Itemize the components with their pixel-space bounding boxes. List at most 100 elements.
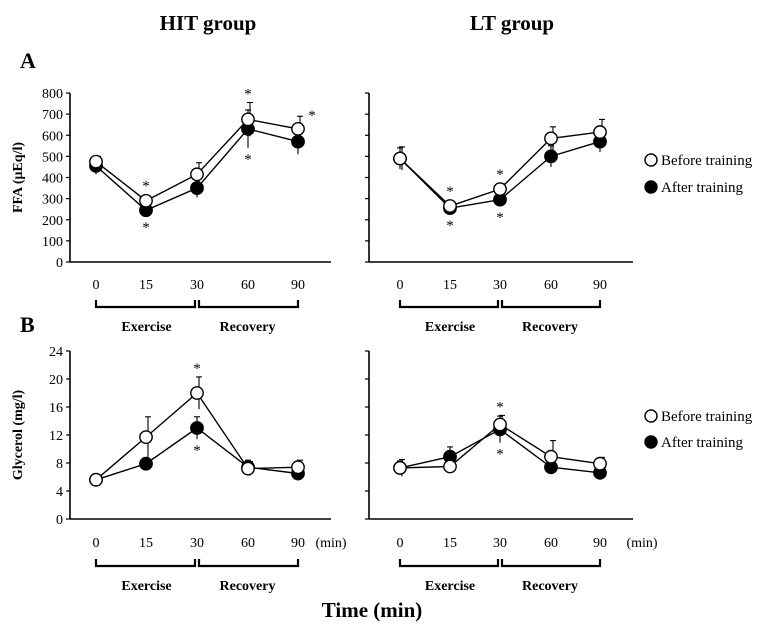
x-tick-label: 15 xyxy=(443,536,457,551)
before-data-point xyxy=(190,167,204,182)
y-tick-label: 12 xyxy=(49,429,63,444)
before-data-point xyxy=(544,449,558,464)
after-data-point xyxy=(291,134,305,149)
x-axis-title: Time (min) xyxy=(322,598,423,622)
x-tick-label: 30 xyxy=(190,278,204,293)
y-tick-label: 20 xyxy=(49,373,63,388)
x-tick-label: 60 xyxy=(241,278,255,293)
y-tick-label: 16 xyxy=(49,401,63,416)
significance-star: * xyxy=(308,108,316,124)
x-tick-label: 30 xyxy=(190,536,204,551)
x-unit-label: (min) xyxy=(315,536,346,551)
before-data-point xyxy=(190,386,204,400)
glycerol-hit-panel: 0 4 8 12 16 20 24 Glycerol (mg/l) 0 15 30 60 90 (min)… xyxy=(11,345,347,594)
legend-filled-circle-icon xyxy=(644,435,658,449)
x-tick-label: 60 xyxy=(241,536,255,551)
legend-after-label: After training xyxy=(661,180,744,196)
x-tick-label: 90 xyxy=(291,278,305,293)
legend-filled-circle-icon xyxy=(644,180,658,194)
significance-star: * xyxy=(244,87,252,103)
significance-star: * xyxy=(496,399,504,415)
x-tick-label: 15 xyxy=(139,278,153,293)
y-tick-label: 0 xyxy=(56,256,63,271)
panel-label-a: A xyxy=(20,48,36,73)
before-data-point xyxy=(241,461,255,476)
significance-star: * xyxy=(142,179,150,195)
ffa-lt-panel: 0 15 30 60 90 Exercise Recovery * * * * xyxy=(365,92,633,335)
x-tick-label: 90 xyxy=(593,278,607,293)
after-data-point xyxy=(544,149,558,164)
legend-top: Before training After training xyxy=(644,153,753,196)
x-tick-label: 15 xyxy=(443,278,457,293)
exercise-label: Exercise xyxy=(425,579,475,594)
recovery-bracket xyxy=(197,559,300,568)
y-tick-label: 24 xyxy=(49,345,63,360)
significance-star: * xyxy=(193,361,201,377)
legend-open-circle-icon xyxy=(644,153,658,167)
significance-star: * xyxy=(142,220,150,236)
recovery-bracket xyxy=(500,300,602,309)
before-data-point xyxy=(443,459,457,474)
recovery-label: Recovery xyxy=(220,320,276,335)
after-data-point xyxy=(190,181,204,195)
after-data-point xyxy=(139,456,153,471)
x-tick-label: 0 xyxy=(93,278,100,293)
legend-open-circle-icon xyxy=(644,409,658,423)
before-data-point xyxy=(89,154,103,169)
significance-star: * xyxy=(496,447,504,463)
exercise-bracket xyxy=(398,300,500,309)
before-data-point xyxy=(241,112,255,127)
exercise-bracket xyxy=(398,559,500,568)
recovery-bracket xyxy=(500,559,602,568)
x-tick-label: 0 xyxy=(397,278,404,293)
significance-star: * xyxy=(193,443,201,459)
before-data-point xyxy=(139,430,153,444)
significance-star: * xyxy=(446,184,454,200)
x-tick-label: 30 xyxy=(493,536,507,551)
y-tick-label: 600 xyxy=(42,129,63,144)
exercise-bracket xyxy=(94,300,197,309)
lt-group-title: LT group xyxy=(470,11,554,35)
x-tick-label: 15 xyxy=(139,536,153,551)
x-tick-label: 0 xyxy=(397,536,404,551)
y-tick-label: 400 xyxy=(42,172,63,187)
y-tick-label: 500 xyxy=(42,150,63,165)
x-tick-label: 90 xyxy=(291,536,305,551)
y-axis-title: Glycerol (mg/l) xyxy=(11,390,26,481)
legend-before-label: Before training xyxy=(661,409,753,425)
y-tick-label: 0 xyxy=(56,513,63,528)
before-data-point xyxy=(443,199,457,213)
x-tick-label: 30 xyxy=(493,278,507,293)
x-tick-label: 60 xyxy=(544,278,558,293)
recovery-bracket xyxy=(197,300,300,309)
after-data-point xyxy=(190,421,204,435)
before-data-point xyxy=(593,125,607,139)
ffa-hit-panel: 0 100 200 300 400 500 600 700 800 FFA (μEq/l) 0 15 3… xyxy=(11,87,331,335)
exercise-bracket xyxy=(94,559,197,568)
before-data-point xyxy=(291,122,305,136)
legend-after-label: After training xyxy=(661,435,744,451)
significance-star: * xyxy=(446,218,454,234)
before-data-point xyxy=(89,472,103,487)
panel-label-b: B xyxy=(20,312,35,337)
y-axis-title: FFA (μEq/l) xyxy=(11,142,26,213)
before-data-point xyxy=(393,460,407,475)
glycerol-lt-panel: 0 15 30 60 90 (min) Exercise Recovery * * xyxy=(365,350,658,594)
recovery-label: Recovery xyxy=(220,579,276,594)
y-tick-label: 200 xyxy=(42,214,63,229)
legend-bottom: Before training After training xyxy=(644,409,753,451)
y-tick-label: 300 xyxy=(42,193,63,208)
recovery-label: Recovery xyxy=(522,579,578,594)
hit-group-title: HIT group xyxy=(160,11,257,35)
y-tick-label: 700 xyxy=(42,108,63,123)
y-tick-label: 100 xyxy=(42,235,63,250)
exercise-label: Exercise xyxy=(121,320,171,335)
before-data-point xyxy=(493,417,507,432)
before-data-point xyxy=(493,182,507,197)
x-tick-label: 90 xyxy=(593,536,607,551)
legend-before-label: Before training xyxy=(661,153,753,169)
before-data-point xyxy=(544,131,558,146)
exercise-label: Exercise xyxy=(121,579,171,594)
x-tick-label: 0 xyxy=(93,536,100,551)
x-tick-label: 60 xyxy=(544,536,558,551)
